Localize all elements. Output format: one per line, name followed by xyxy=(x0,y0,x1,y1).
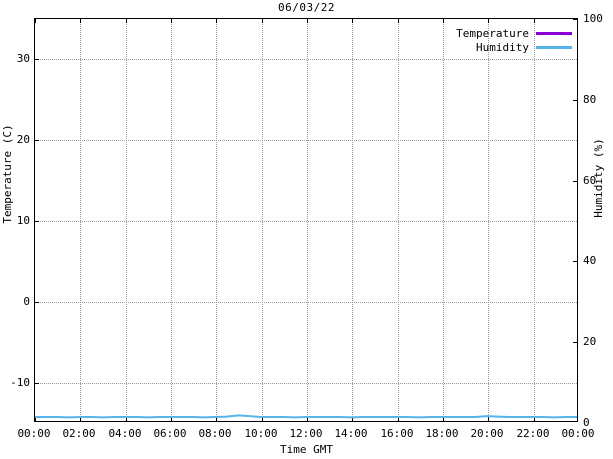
x-axis-tick-label: 10:00 xyxy=(244,427,278,440)
x-axis-tick-label: 14:00 xyxy=(334,427,368,440)
chart-title: 06/03/22 xyxy=(278,1,335,14)
tick-mark-left xyxy=(35,383,39,384)
legend-label-temperature: Temperature xyxy=(456,26,529,40)
gridline-vertical xyxy=(398,19,399,421)
x-axis-tick-label: 02:00 xyxy=(62,427,96,440)
tick-mark-bottom xyxy=(398,417,399,421)
legend-item-temperature: Temperature xyxy=(432,26,572,40)
y-axis-left-tick-label: 0 xyxy=(23,295,30,308)
tick-mark-top xyxy=(443,19,444,23)
chart-legend: Temperature Humidity xyxy=(432,26,572,54)
y-axis-left-tick-label: 30 xyxy=(16,52,30,65)
legend-swatch-humidity xyxy=(536,45,572,49)
tick-mark-bottom xyxy=(307,417,308,421)
data-series-layer xyxy=(35,414,577,419)
tick-mark-top xyxy=(171,19,172,23)
gridline-vertical xyxy=(126,19,127,421)
y-axis-right-tick-label: 80 xyxy=(583,93,597,106)
tick-mark-top xyxy=(488,19,489,23)
x-axis-tick-label: 12:00 xyxy=(289,427,323,440)
tick-mark-bottom xyxy=(534,417,535,421)
tick-mark-top xyxy=(262,19,263,23)
y-axis-right-tick-label: 60 xyxy=(583,174,597,187)
gridline-horizontal xyxy=(35,302,577,303)
x-axis-tick-label: 22:00 xyxy=(516,427,550,440)
tick-mark-bottom xyxy=(488,417,489,421)
gridline-vertical xyxy=(307,19,308,421)
gridline-horizontal xyxy=(35,140,577,141)
gridline-vertical xyxy=(488,19,489,421)
x-axis-tick-label: 04:00 xyxy=(108,427,142,440)
tick-mark-right xyxy=(573,100,577,101)
tick-mark-top xyxy=(80,19,81,23)
tick-mark-top xyxy=(216,19,217,23)
legend-label-humidity: Humidity xyxy=(476,40,529,54)
gridline-vertical xyxy=(352,19,353,421)
gridline-vertical xyxy=(534,19,535,421)
tick-mark-bottom xyxy=(352,417,353,421)
tick-mark-bottom xyxy=(80,417,81,421)
x-axis-tick-label: 20:00 xyxy=(470,427,504,440)
x-axis-title: Time GMT xyxy=(280,443,333,456)
gridline-horizontal xyxy=(35,59,577,60)
x-axis-tick-label: 00:00 xyxy=(561,427,595,440)
tick-mark-top xyxy=(126,19,127,23)
tick-mark-top xyxy=(307,19,308,23)
y-axis-right-tick-label: 20 xyxy=(583,335,597,348)
legend-item-humidity: Humidity xyxy=(432,40,572,54)
legend-swatch-temperature xyxy=(536,31,572,35)
tick-mark-right xyxy=(573,181,577,182)
y-axis-right-tick-label: 40 xyxy=(583,254,597,267)
tick-mark-bottom xyxy=(35,417,36,421)
gridline-vertical xyxy=(171,19,172,421)
gridline-vertical xyxy=(262,19,263,421)
y-axis-left-tick-label: -10 xyxy=(10,376,30,389)
gridline-vertical xyxy=(80,19,81,421)
tick-mark-left xyxy=(35,221,39,222)
tick-mark-bottom xyxy=(443,417,444,421)
y-axis-left-tick-label: 20 xyxy=(16,133,30,146)
gridline-horizontal xyxy=(35,383,577,384)
tick-mark-right xyxy=(573,19,577,20)
gridline-vertical xyxy=(216,19,217,421)
tick-mark-right xyxy=(573,342,577,343)
x-axis-tick-label: 18:00 xyxy=(425,427,459,440)
x-axis-tick-label: 00:00 xyxy=(17,427,51,440)
tick-mark-left xyxy=(35,59,39,60)
y-axis-left-title: Temperature (C) xyxy=(1,124,14,224)
tick-mark-top xyxy=(35,19,36,23)
tick-mark-left xyxy=(35,302,39,303)
x-axis-tick-label: 06:00 xyxy=(153,427,187,440)
tick-mark-right xyxy=(573,261,577,262)
x-axis-tick-label: 16:00 xyxy=(380,427,414,440)
tick-mark-top xyxy=(352,19,353,23)
tick-mark-top xyxy=(534,19,535,23)
plot-area xyxy=(34,18,578,422)
tick-mark-bottom xyxy=(216,417,217,421)
gridline-vertical xyxy=(443,19,444,421)
y-axis-right-tick-label: 100 xyxy=(583,12,603,25)
tick-mark-bottom xyxy=(262,417,263,421)
gridline-horizontal xyxy=(35,221,577,222)
x-axis-tick-label: 08:00 xyxy=(198,427,232,440)
tick-mark-top xyxy=(398,19,399,23)
data-line-humidity xyxy=(35,414,577,419)
y-axis-left-tick-label: 10 xyxy=(16,214,30,227)
y-axis-right-tick-label: 0 xyxy=(583,416,590,429)
tick-mark-bottom xyxy=(126,417,127,421)
tick-mark-bottom xyxy=(171,417,172,421)
tick-mark-left xyxy=(35,140,39,141)
